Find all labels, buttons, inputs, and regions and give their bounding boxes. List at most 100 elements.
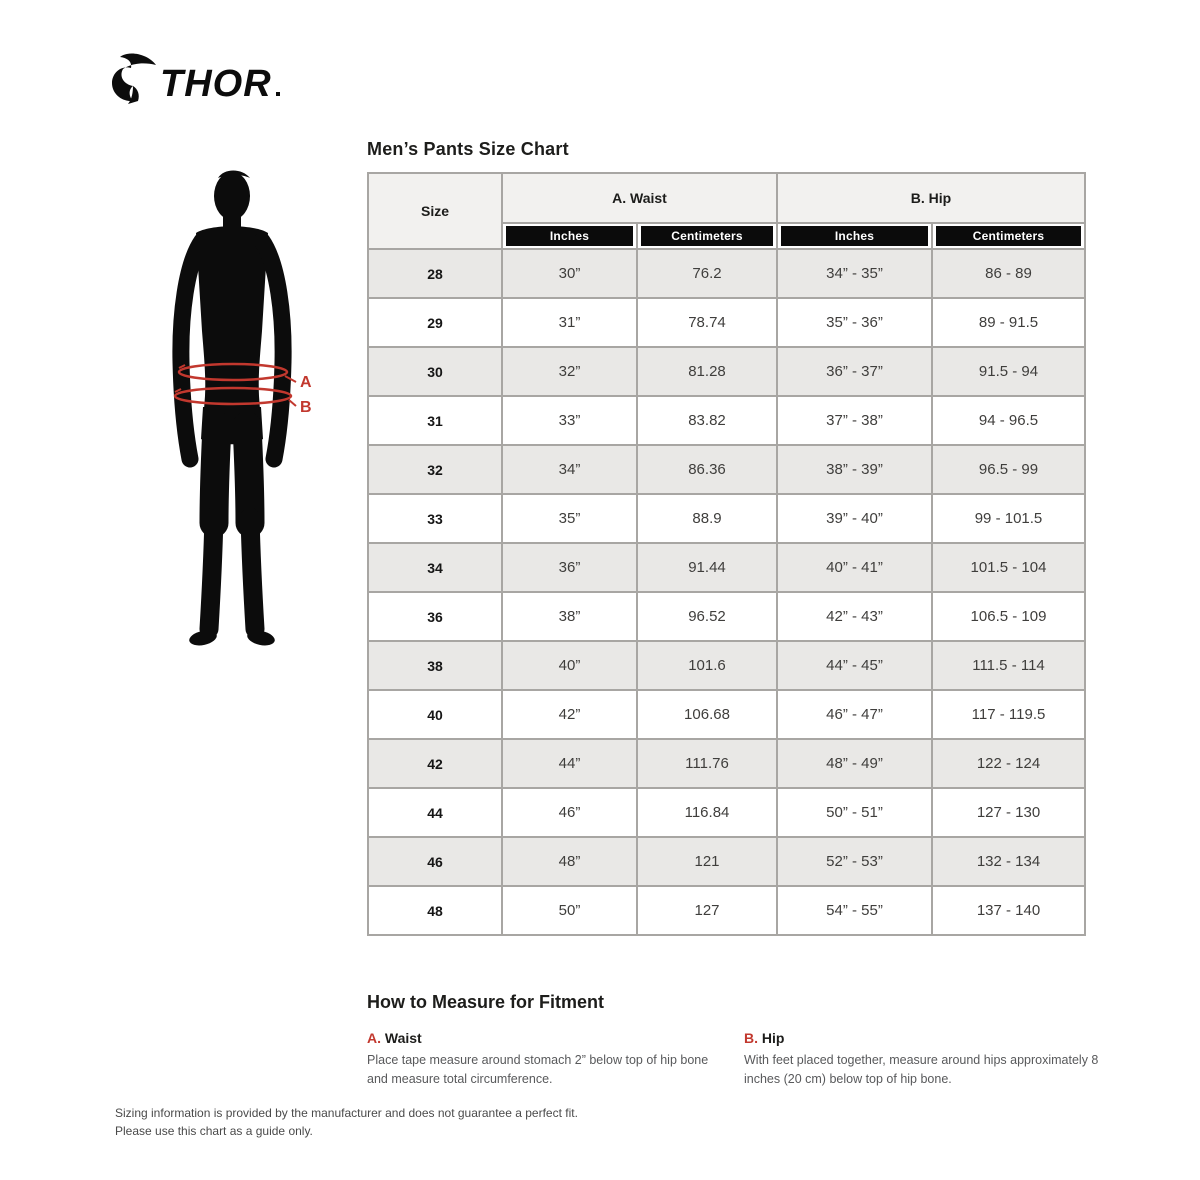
table-row: 30 32” 81.28 36” - 37” 91.5 - 94 <box>367 346 1087 397</box>
measure-item-label: B. Hip <box>744 1030 1134 1046</box>
measurement-cell: 96.52 <box>636 591 778 642</box>
measure-item-label: A. Waist <box>367 1030 712 1046</box>
measurement-cell: 46” <box>501 787 638 838</box>
measurement-cell: 54” - 55” <box>776 885 933 936</box>
measurement-cell: 111.5 - 114 <box>930 640 1087 691</box>
measurement-cell: 39” - 40” <box>776 493 933 544</box>
measure-item-waist: A. Waist Place tape measure around stoma… <box>367 1030 712 1090</box>
measure-name-hip: Hip <box>761 1030 785 1046</box>
size-cell: 46 <box>367 836 503 887</box>
measurement-cell: 122 - 124 <box>930 738 1087 789</box>
measurement-cell: 34” - 35” <box>776 248 933 299</box>
size-cell: 42 <box>367 738 503 789</box>
size-table-container: Size A. Waist B. Hip Inches Centimeters … <box>367 172 1087 936</box>
size-cell: 28 <box>367 248 503 299</box>
sizing-disclaimer: Sizing information is provided by the ma… <box>115 1104 578 1140</box>
measure-name-waist: Waist <box>384 1030 422 1046</box>
measurement-cell: 132 - 134 <box>930 836 1087 887</box>
thor-logo: THOR <box>110 52 290 108</box>
how-to-measure-heading: How to Measure for Fitment <box>367 992 605 1012</box>
logo-wordmark: THOR <box>160 63 272 105</box>
size-cell: 38 <box>367 640 503 691</box>
measurement-cell: 76.2 <box>636 248 778 299</box>
measurement-cell: 78.74 <box>636 297 778 348</box>
measurement-cell: 101.5 - 104 <box>930 542 1087 593</box>
measurement-cell: 127 - 130 <box>930 787 1087 838</box>
measure-key-a: A. <box>367 1030 381 1046</box>
measurement-cell: 127 <box>636 885 778 936</box>
column-group-hip: B. Hip <box>775 172 1087 224</box>
hip-measure-line <box>173 386 297 407</box>
size-cell: 40 <box>367 689 503 740</box>
measurement-cell: 37” - 38” <box>776 395 933 446</box>
subheader-hip-centimeters: Centimeters <box>930 223 1087 250</box>
subheader-bar: Inches <box>506 226 633 246</box>
size-cell: 48 <box>367 885 503 936</box>
measurement-cell: 34” <box>501 444 638 495</box>
measure-description-waist: Place tape measure around stomach 2” bel… <box>367 1053 709 1087</box>
measurement-cell: 46” - 47” <box>776 689 933 740</box>
subheader-waist-centimeters: Centimeters <box>636 223 778 250</box>
measurement-cell: 31” <box>501 297 638 348</box>
measurement-cell: 36” <box>501 542 638 593</box>
subheader-bar: Centimeters <box>641 226 773 246</box>
table-row: 34 36” 91.44 40” - 41” 101.5 - 104 <box>367 542 1087 593</box>
measurement-cell: 91.5 - 94 <box>930 346 1087 397</box>
measurement-cell: 52” - 53” <box>776 836 933 887</box>
measurement-cell: 38” - 39” <box>776 444 933 495</box>
measurement-cell: 137 - 140 <box>930 885 1087 936</box>
measurement-cell: 38” <box>501 591 638 642</box>
measurement-cell: 40” <box>501 640 638 691</box>
waist-measure-line <box>177 362 297 383</box>
table-row: 42 44” 111.76 48” - 49” 122 - 124 <box>367 738 1087 789</box>
measurement-cell: 83.82 <box>636 395 778 446</box>
measurement-cell: 50” - 51” <box>776 787 933 838</box>
subheader-hip-inches: Inches <box>776 223 933 250</box>
measurement-cell: 106.5 - 109 <box>930 591 1087 642</box>
size-cell: 32 <box>367 444 503 495</box>
measurement-cell: 106.68 <box>636 689 778 740</box>
disclaimer-line-2: Please use this chart as a guide only. <box>115 1124 313 1138</box>
measurement-cell: 42” <box>501 689 638 740</box>
subheader-waist-inches: Inches <box>501 223 638 250</box>
measurement-cell: 40” - 41” <box>776 542 933 593</box>
body-measurement-figure: A B <box>148 166 320 661</box>
measurement-cell: 86.36 <box>636 444 778 495</box>
table-row: 44 46” 116.84 50” - 51” 127 - 130 <box>367 787 1087 838</box>
measurement-cell: 44” <box>501 738 638 789</box>
measurement-cell: 48” <box>501 836 638 887</box>
measurement-cell: 121 <box>636 836 778 887</box>
measure-description-hip: With feet placed together, measure aroun… <box>744 1053 1099 1087</box>
measurement-cell: 117 - 119.5 <box>930 689 1087 740</box>
size-cell: 33 <box>367 493 503 544</box>
size-cell: 34 <box>367 542 503 593</box>
size-table-body: 28 30” 76.2 34” - 35” 86 - 89 29 31” 78.74 35” -… <box>367 248 1087 936</box>
measure-key-b: B. <box>744 1030 758 1046</box>
measurement-cell: 35” <box>501 493 638 544</box>
measurement-cell: 88.9 <box>636 493 778 544</box>
table-row: 40 42” 106.68 46” - 47” 117 - 119.5 <box>367 689 1087 740</box>
measurement-cell: 42” - 43” <box>776 591 933 642</box>
size-table-header: Size A. Waist B. Hip Inches Centimeters … <box>367 172 1087 250</box>
table-row: 38 40” 101.6 44” - 45” 111.5 - 114 <box>367 640 1087 691</box>
table-row: 48 50” 127 54” - 55” 137 - 140 <box>367 885 1087 936</box>
waist-label-a: A <box>300 374 312 391</box>
column-group-waist: A. Waist <box>501 172 778 224</box>
size-cell: 36 <box>367 591 503 642</box>
size-cell: 44 <box>367 787 503 838</box>
size-cell: 29 <box>367 297 503 348</box>
table-row: 33 35” 88.9 39” - 40” 99 - 101.5 <box>367 493 1087 544</box>
measurement-cell: 116.84 <box>636 787 778 838</box>
measurement-cell: 44” - 45” <box>776 640 933 691</box>
measurement-cell: 101.6 <box>636 640 778 691</box>
size-cell: 31 <box>367 395 503 446</box>
measurement-cell: 91.44 <box>636 542 778 593</box>
measurement-cell: 111.76 <box>636 738 778 789</box>
size-table: Size A. Waist B. Hip Inches Centimeters … <box>367 172 1087 936</box>
measurement-cell: 30” <box>501 248 638 299</box>
hip-label-b: B <box>300 399 312 416</box>
table-row: 31 33” 83.82 37” - 38” 94 - 96.5 <box>367 395 1087 446</box>
measurement-cell: 50” <box>501 885 638 936</box>
table-row: 32 34” 86.36 38” - 39” 96.5 - 99 <box>367 444 1087 495</box>
